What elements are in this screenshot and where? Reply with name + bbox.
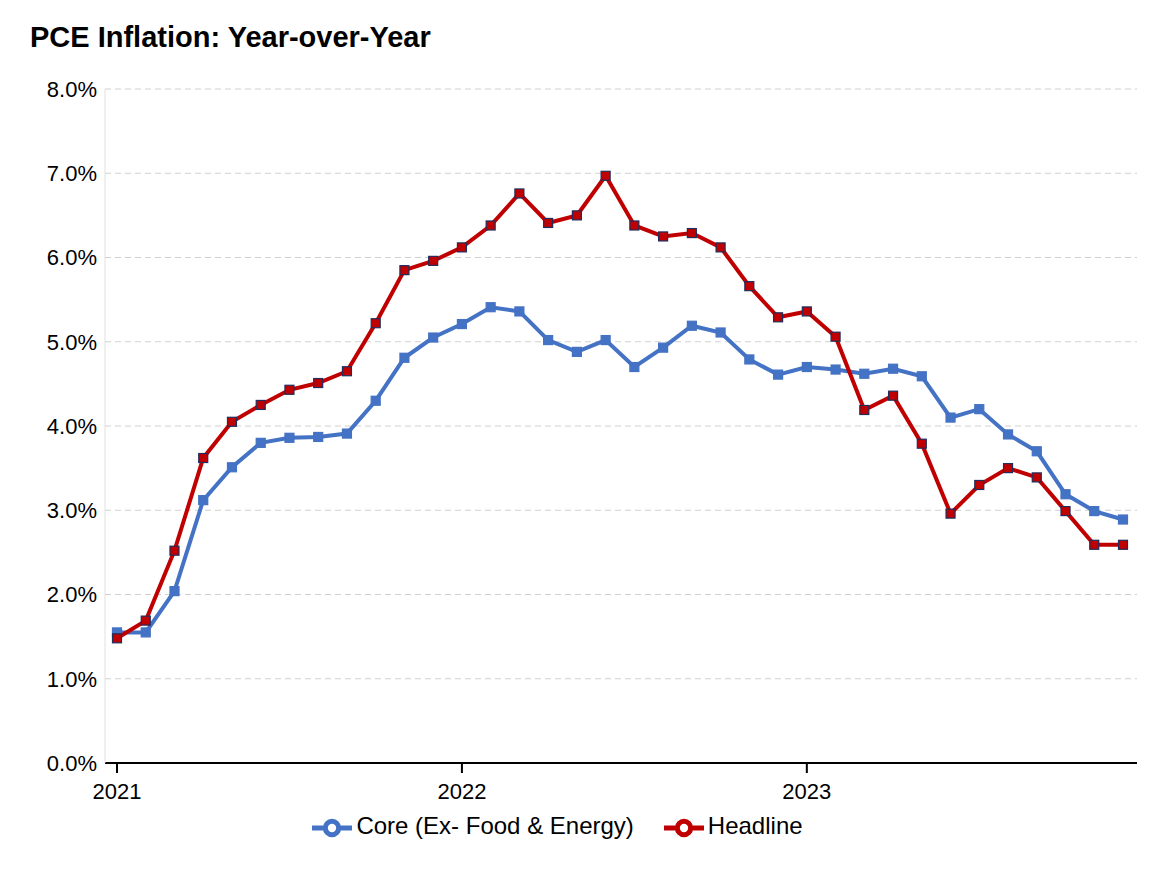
svg-text:0.0%: 0.0% bbox=[47, 751, 97, 776]
svg-text:6.0%: 6.0% bbox=[47, 245, 97, 270]
svg-text:3.0%: 3.0% bbox=[47, 498, 97, 523]
svg-text:2022: 2022 bbox=[437, 779, 486, 804]
svg-text:2021: 2021 bbox=[93, 779, 142, 804]
html-text:Core (Ex- Food & Energy): Core (Ex- Food & Energy) bbox=[356, 812, 634, 840]
svg-text:4.0%: 4.0% bbox=[47, 414, 97, 439]
svg-text:5.0%: 5.0% bbox=[47, 330, 97, 355]
svg-text:2.0%: 2.0% bbox=[47, 582, 97, 607]
html-text:PCE Inflation: Year-over-Year: PCE Inflation: Year-over-Year bbox=[30, 21, 431, 53]
svg-text:2023: 2023 bbox=[782, 779, 831, 804]
svg-text:1.0%: 1.0% bbox=[47, 667, 97, 692]
html-text:Headline: Headline bbox=[707, 812, 803, 840]
svg-text:7.0%: 7.0% bbox=[47, 161, 97, 186]
svg-text:8.0%: 8.0% bbox=[47, 77, 97, 102]
